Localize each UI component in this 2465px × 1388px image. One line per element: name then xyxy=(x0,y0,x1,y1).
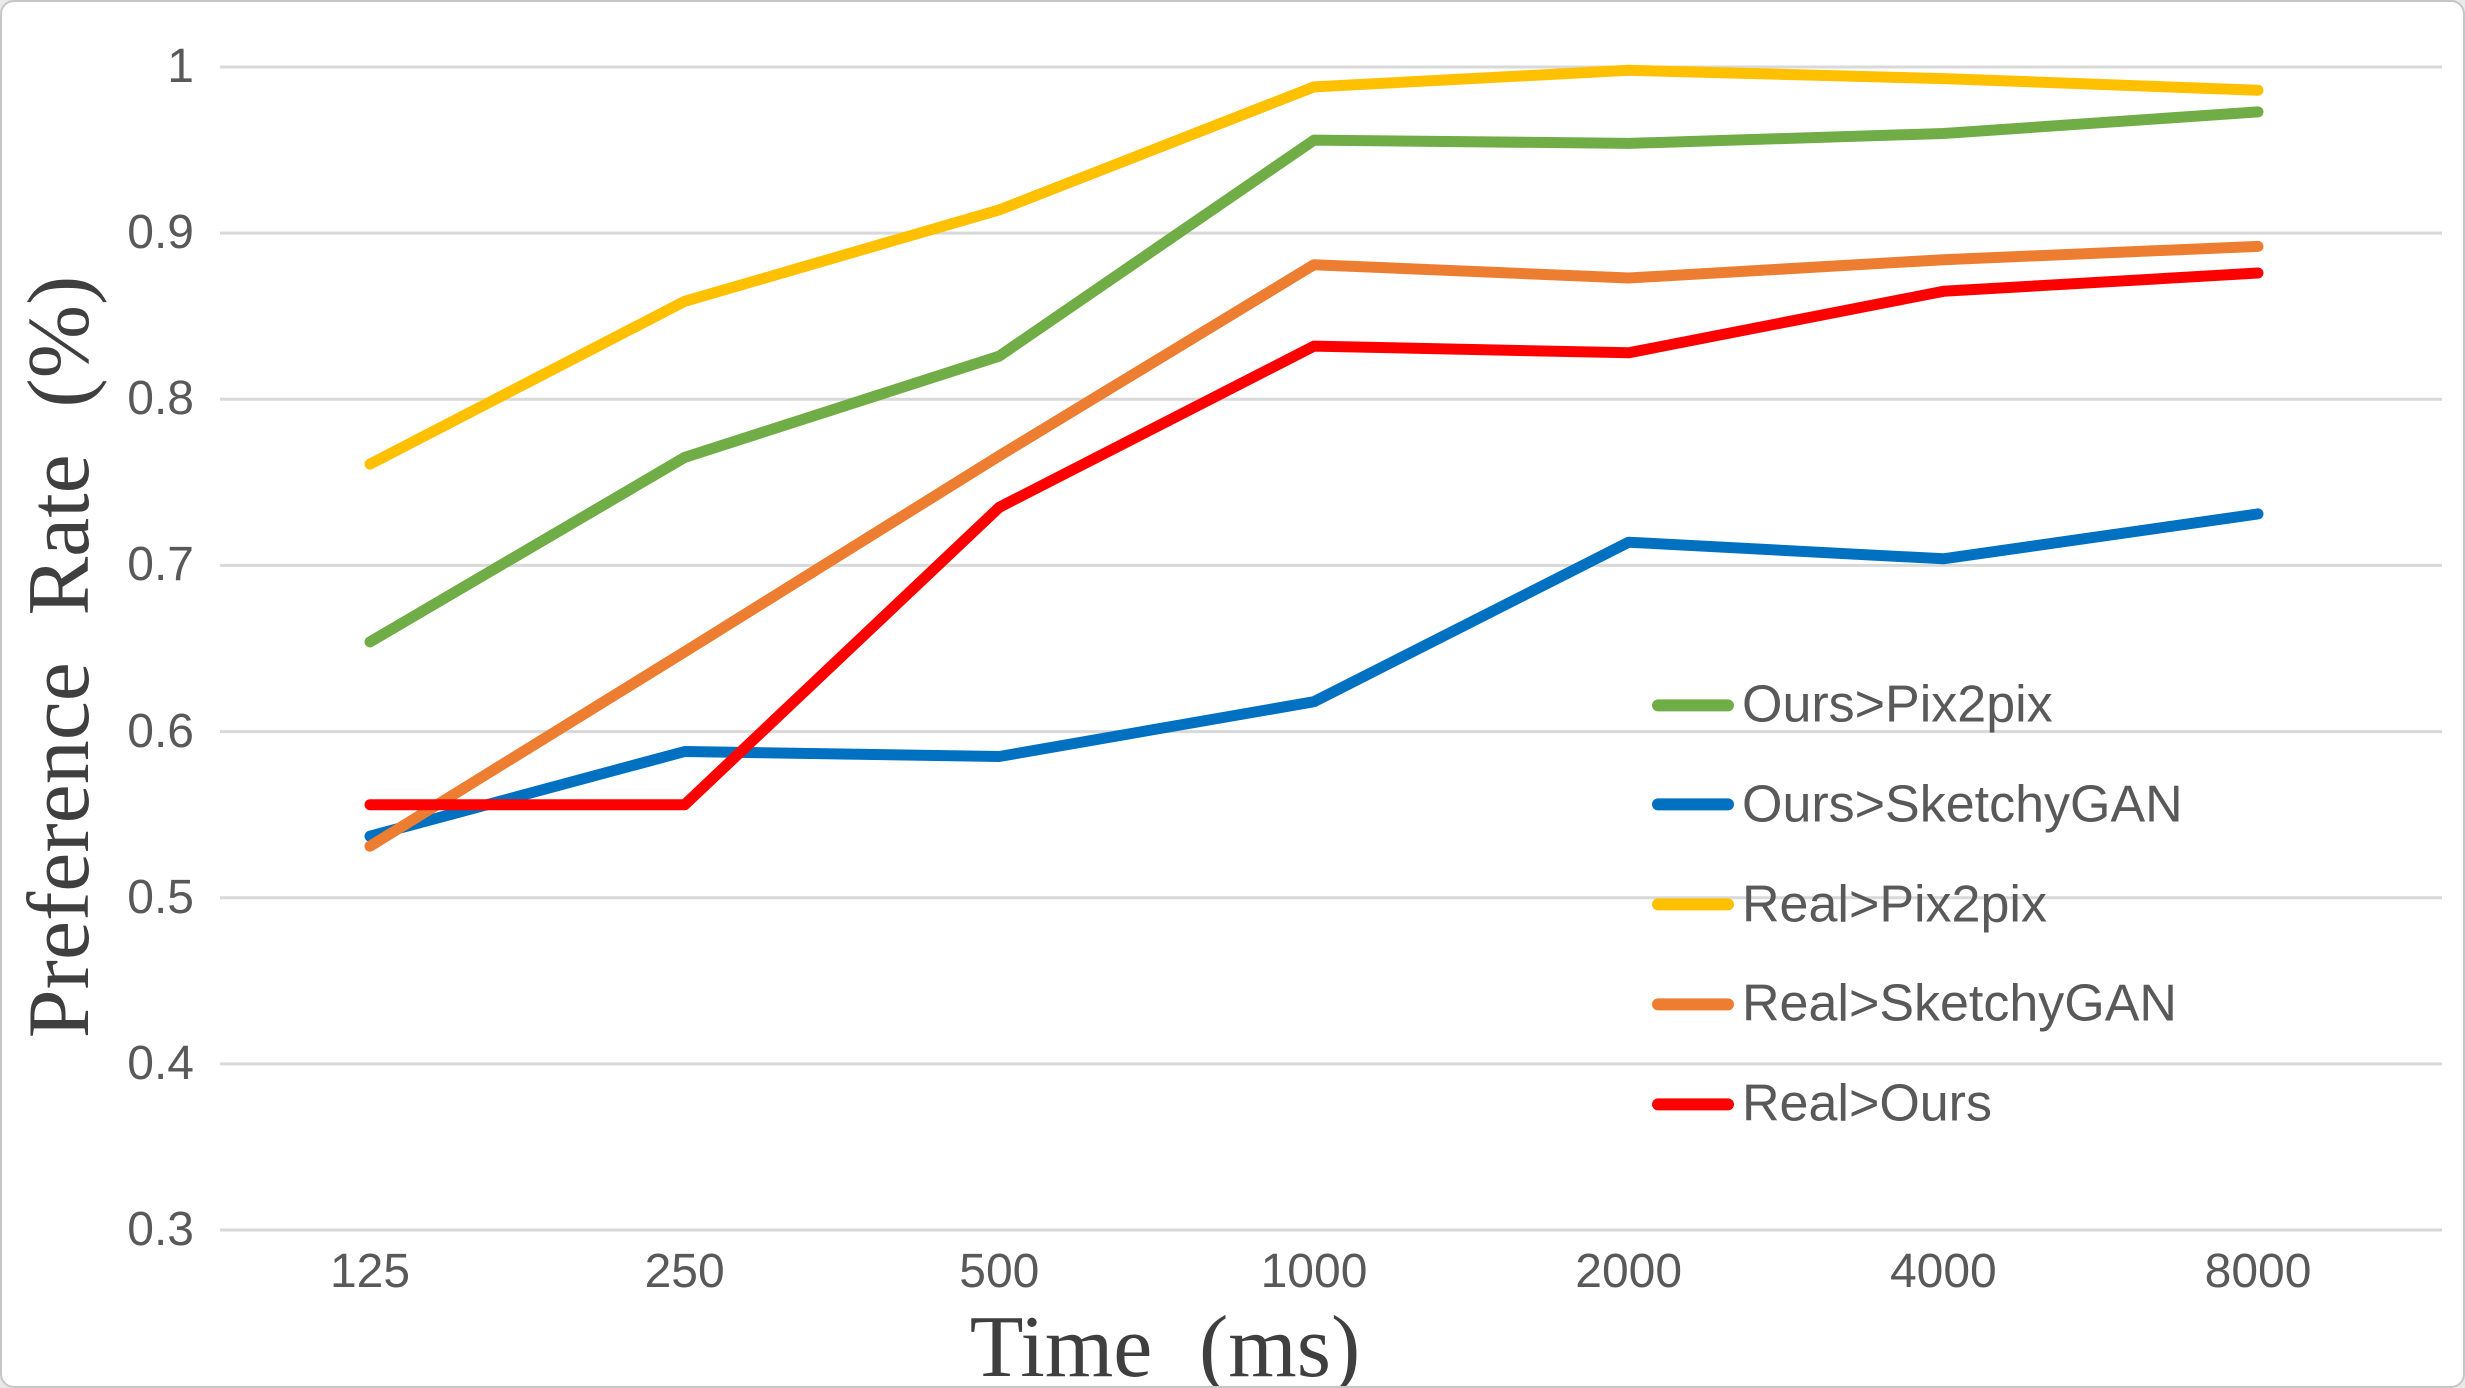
x-tick-label-8000: 8000 xyxy=(2204,1245,2312,1298)
y-axis-title: Preference Rate (%) xyxy=(11,275,108,1039)
legend-item-real-pix2pix: Real>Pix2pix xyxy=(1652,875,2047,933)
series-line-ours-sketchygan xyxy=(364,508,2264,842)
legend-swatch-ours-pix2pix xyxy=(1652,699,1734,711)
y-tick-label-0.9: 0.9 xyxy=(127,206,194,260)
y-tick-label-0.5: 0.5 xyxy=(127,870,194,924)
y-tick-label-0.3: 0.3 xyxy=(127,1203,194,1256)
legend-item-real-ours: Real>Ours xyxy=(1652,1074,1992,1133)
x-tick-label-125: 125 xyxy=(329,1245,411,1298)
legend-label-ours-pix2pix: Ours>Pix2pix xyxy=(1742,675,2053,734)
series-line-real-ours xyxy=(364,267,2264,811)
y-tick-label-0.7: 0.7 xyxy=(127,538,194,592)
legend-swatch-real-pix2pix xyxy=(1652,898,1734,911)
legend-item-ours-sketchygan: Ours>SketchyGAN xyxy=(1652,776,2183,833)
y-tick-label-1: 1 xyxy=(167,40,194,93)
x-axis-title: Time (ms) xyxy=(969,1299,1361,1388)
legend-item-real-sketchygan: Real>SketchyGAN xyxy=(1652,974,2177,1033)
legend-swatch-ours-sketchygan xyxy=(1652,798,1734,811)
y-tick-label-0.8: 0.8 xyxy=(127,372,194,426)
y-tick-label-0.4: 0.4 xyxy=(127,1036,194,1090)
x-tick-label-250: 250 xyxy=(644,1245,725,1298)
series-line-ours-pix2pix xyxy=(364,106,2264,648)
legend-swatch-real-ours xyxy=(1652,1098,1734,1111)
legend-label-ours-sketchygan: Ours>SketchyGAN xyxy=(1742,775,2183,834)
legend-swatch-real-sketchygan xyxy=(1652,998,1734,1011)
legend-label-real-pix2pix: Real>Pix2pix xyxy=(1742,875,2047,933)
x-tick-label-1000: 1000 xyxy=(1260,1245,1368,1298)
series-line-real-sketchygan xyxy=(364,240,2264,852)
legend-item-ours-pix2pix: Ours>Pix2pix xyxy=(1652,676,2053,733)
x-tick-label-2000: 2000 xyxy=(1575,1245,1683,1298)
legend-label-real-ours: Real>Ours xyxy=(1742,1074,1992,1133)
x-tick-label-4000: 4000 xyxy=(1889,1245,1997,1298)
x-tick-label-500: 500 xyxy=(959,1245,1040,1298)
legend-label-real-sketchygan: Real>SketchyGAN xyxy=(1742,974,2177,1033)
series-line-real-pix2pix xyxy=(364,64,2264,470)
y-tick-label-0.6: 0.6 xyxy=(127,704,194,758)
